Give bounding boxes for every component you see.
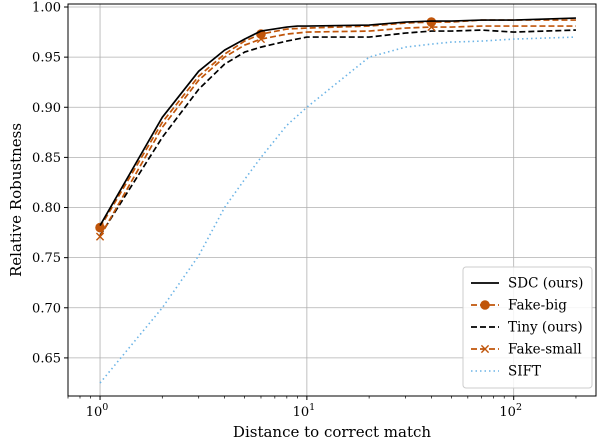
series-sdc-ours xyxy=(99,17,576,226)
legend: SDC (ours) Fake-big Tiny (ours) Fake-small S… xyxy=(462,266,593,389)
y-tick-label: 0.65 xyxy=(32,351,61,366)
x-tick-label: 100 xyxy=(86,402,109,420)
y-tick-label: 0.90 xyxy=(32,101,61,116)
x-axis-label: Distance to correct match xyxy=(233,423,431,441)
legend-item: Tiny (ours) xyxy=(471,320,583,336)
y-tick-label: 0.80 xyxy=(32,201,61,216)
plot-frame xyxy=(67,3,597,397)
series-layer xyxy=(95,17,576,384)
legend-label: Fake-small xyxy=(508,342,582,358)
legend-item: SIFT xyxy=(471,364,541,380)
y-tick-label: 0.75 xyxy=(32,251,61,266)
legend-item: Fake-small xyxy=(471,342,582,358)
y-tick-label: 0.95 xyxy=(32,51,61,66)
data-point-marker xyxy=(426,17,437,27)
series-fake-small xyxy=(95,22,576,241)
series-tiny-ours xyxy=(99,29,576,237)
legend-box xyxy=(462,266,593,389)
legend-label: Fake-big xyxy=(508,298,567,314)
legend-item: SDC (ours) xyxy=(471,276,583,292)
legend-label: SIFT xyxy=(508,364,541,380)
legend-marker xyxy=(480,344,490,354)
x-tick-label: 101 xyxy=(293,402,316,420)
data-point-marker xyxy=(95,232,105,241)
series-line xyxy=(99,17,576,226)
y-tick-label: 0.70 xyxy=(32,301,61,316)
y-axis-label: Relative Robustness xyxy=(7,123,25,277)
legend-marker xyxy=(480,300,490,310)
legend-item: Fake-big xyxy=(471,298,567,314)
y-tick-label: 1.00 xyxy=(32,1,61,16)
series-line xyxy=(99,29,576,237)
legend-label: Tiny (ours) xyxy=(508,320,583,336)
x-tick-label: 102 xyxy=(499,402,522,420)
data-point-marker xyxy=(95,222,105,233)
y-tick-label: 0.85 xyxy=(32,151,61,166)
legend-label: SDC (ours) xyxy=(508,276,583,292)
series-line xyxy=(99,25,576,238)
axis-ticks: 0.65 0.70 0.75 0.80 0.85 0.90 0.95 1.00 100 101 10… xyxy=(32,1,577,420)
